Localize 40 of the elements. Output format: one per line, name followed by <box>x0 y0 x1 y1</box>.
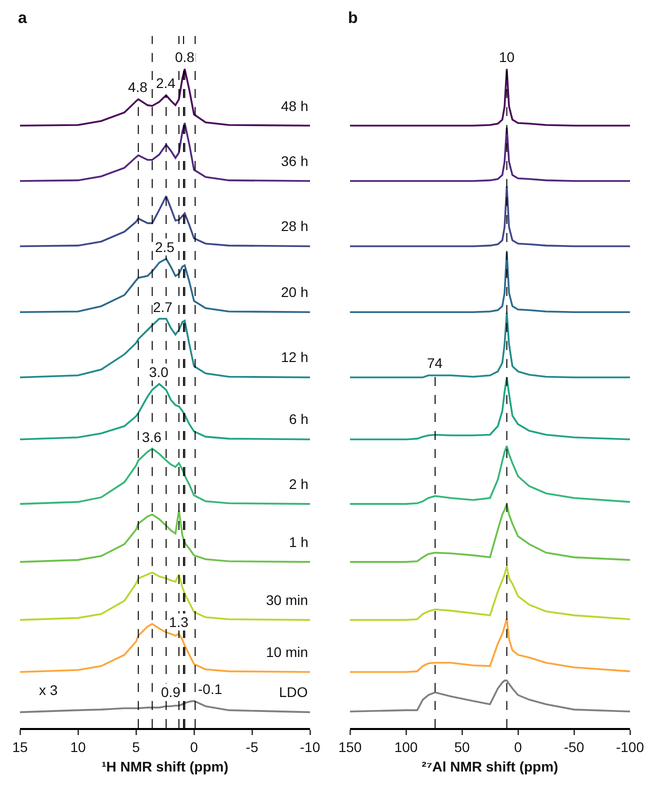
series-label: 28 h <box>281 218 308 234</box>
x-tick-label: 0 <box>190 738 198 755</box>
x-tick-label: -5 <box>246 738 258 755</box>
annotation: 3.0 <box>149 364 169 380</box>
annotation: 74 <box>427 355 443 371</box>
x-tick-label: 15 <box>12 738 28 755</box>
x-axis-title: ¹H NMR shift (ppm) <box>102 758 228 775</box>
series-label: 36 h <box>281 153 308 169</box>
x-tick-label: 10 <box>70 738 86 755</box>
series-label: LDO <box>279 684 308 700</box>
x-axis-title: ²⁷Al NMR shift (ppm) <box>422 758 558 775</box>
annotation: 0.9 <box>161 684 181 700</box>
series-label: 48 h <box>281 98 308 114</box>
x-tick-label: 50 <box>454 738 470 755</box>
annotation: -0.1 <box>198 681 222 697</box>
series-label: 2 h <box>289 476 308 492</box>
x-tick-label: 100 <box>394 738 418 755</box>
x-tick-label: -100 <box>616 738 644 755</box>
chart-title: a <box>18 10 27 28</box>
annotation: x 3 <box>39 682 58 698</box>
annotation: 0.8 <box>175 49 195 65</box>
x-tick-label: 5 <box>132 738 140 755</box>
x-tick-label: -50 <box>564 738 584 755</box>
x-tick-label: 0 <box>514 738 522 755</box>
annotation: 1.3 <box>169 614 189 630</box>
annotation: 4.8 <box>128 79 148 95</box>
series-label: 12 h <box>281 349 308 365</box>
series-label: 20 h <box>281 284 308 300</box>
series-label: 30 min <box>266 592 308 608</box>
x-tick-label: -10 <box>300 738 320 755</box>
annotation: 3.6 <box>142 429 162 445</box>
annotation: 2.4 <box>156 75 176 91</box>
series-label: 6 h <box>289 411 308 427</box>
series-label: 10 min <box>266 644 308 660</box>
annotation: 10 <box>499 49 515 65</box>
annotation: 2.5 <box>155 239 175 255</box>
chart-title: b <box>348 10 358 28</box>
annotation: 2.7 <box>153 299 173 315</box>
series-label: 1 h <box>289 534 308 550</box>
x-tick-label: 150 <box>338 738 362 755</box>
